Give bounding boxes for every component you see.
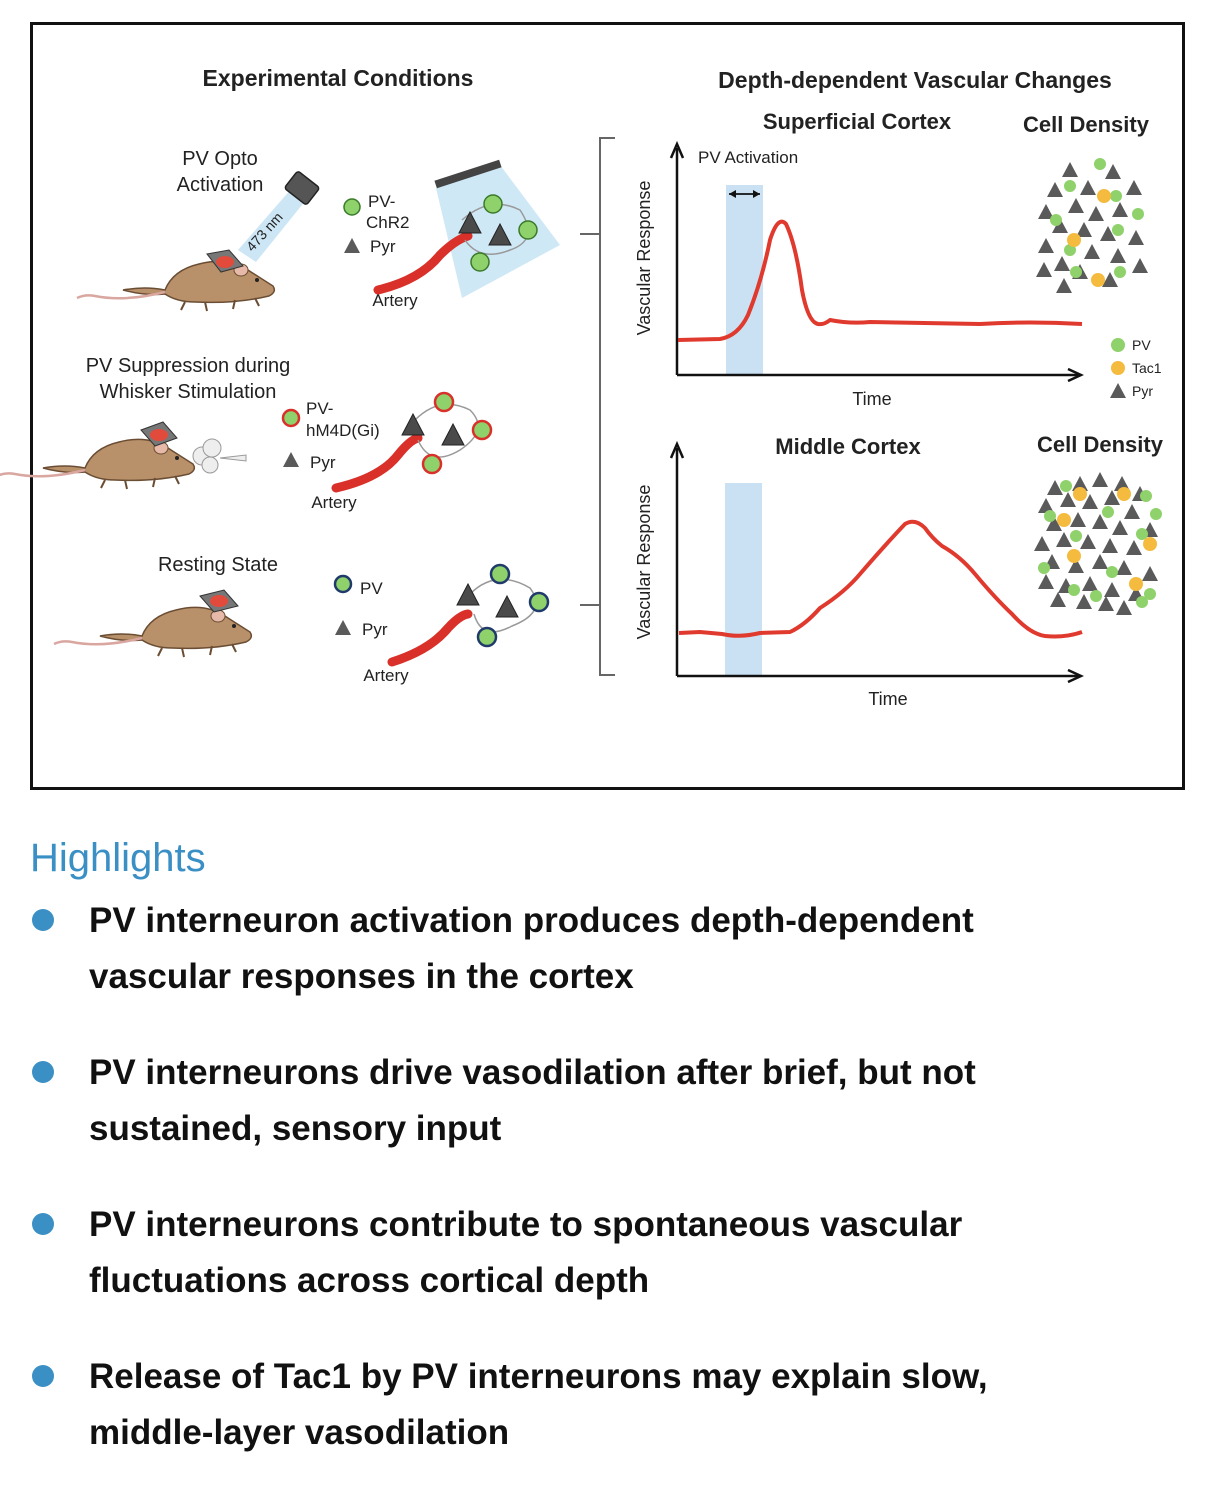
bullet-icon [32,1213,54,1235]
superficial-density-title: Cell Density [1023,112,1150,137]
opto-artery-icon [373,231,473,295]
opto-legend-pyr: Pyr [370,237,396,256]
highlight-line1: PV interneurons contribute to spontaneou… [89,1205,963,1244]
left-header: Experimental Conditions [203,65,474,91]
pv-neuron [476,626,498,648]
highlights-title: Highlights [30,836,206,880]
graphical-abstract: Experimental Conditions Depth-dependent … [0,65,1164,709]
pv-neuron [528,591,550,613]
pv-neuron [433,391,455,413]
highlight-line2: sustained, sensory input [89,1109,502,1148]
superficial-density-cluster [1036,158,1148,293]
density-legend-pv-icon [1111,338,1125,352]
middle-xlabel: Time [868,689,907,709]
highlight-line2: fluctuations across cortical depth [89,1261,650,1300]
density-legend-tac1: Tac1 [1132,360,1162,376]
stimulus-window [726,185,763,375]
duration-arrow-icon [729,190,760,198]
resting-title: Resting State [158,554,278,576]
opto-legend-pv-line1: PV- [368,192,395,211]
rest-artery-icon [387,609,473,667]
bullet-icon [32,1365,54,1387]
rest-legend-pyr: Pyr [362,620,388,639]
pv-legend-icon [333,574,353,594]
bracket [599,137,615,676]
highlight-item: PV interneurons drive vasodilation after… [30,1045,1180,1157]
optic-fiber-icon [284,171,320,205]
pyr-legend-icon [283,452,299,467]
highlight-line1: PV interneuron activation produces depth… [89,901,974,940]
pyr-neuron [401,413,425,436]
rest-legend-pv: PV [360,579,383,598]
pv-neuron [483,194,503,214]
mouse-resting-icon [52,589,253,659]
air-puff-icon [192,438,247,474]
bullet-icon [32,909,54,931]
pyr-legend-icon [335,620,351,635]
pv-neuron [471,419,493,441]
middle-response-trace [678,519,1083,639]
superficial-ylabel: Vascular Response [634,181,654,336]
pv-hm4d-legend-icon [281,408,301,428]
bullet-icon [32,1061,54,1083]
pv-neuron [470,252,490,272]
density-legend-pyr: Pyr [1132,383,1153,399]
highlight-item: PV interneurons contribute to spontaneou… [30,1197,1180,1309]
superficial-xlabel: Time [852,389,891,409]
highlights-list: PV interneuron activation produces depth… [30,893,1180,1461]
density-legend-tac1-icon [1111,361,1125,375]
fiber-tip [434,159,502,189]
pv-neuron [518,220,538,240]
pyr-neuron [495,595,519,618]
density-legend-pv: PV [1132,337,1151,353]
pv-neuron [489,563,511,585]
highlight-line2: vascular responses in the cortex [89,957,634,996]
pv-neuron [421,453,443,475]
pyr-neuron [456,583,480,606]
pv-activation-label: PV Activation [698,148,798,167]
supp-legend-pv-line1: PV- [306,399,333,418]
opto-title-line1: PV Opto [182,148,258,170]
middle-density-title: Cell Density [1037,432,1164,457]
pv-chr2-legend-icon [343,198,361,216]
pyr-legend-icon [344,238,360,253]
suppression-title-line2: Whisker Stimulation [100,381,277,403]
highlights-section: Highlights PV interneuron activation pro… [30,836,1180,1501]
supp-artery-label: Artery [311,493,357,512]
mouse-opto-icon [75,249,276,313]
supp-legend-pv-line2: hM4D(Gi) [306,421,380,440]
stimulus-window [725,483,762,675]
opto-artery-label: Artery [372,291,418,310]
supp-artery-icon [331,433,423,493]
pyr-neuron [441,423,465,446]
right-header: Depth-dependent Vascular Changes [718,67,1112,93]
superficial-response-trace [677,219,1083,342]
laser-beam [238,188,306,262]
supp-legend-pyr: Pyr [310,453,336,472]
highlight-item: Release of Tac1 by PV interneurons may e… [30,1349,1180,1461]
opto-title-line2: Activation [177,174,264,196]
density-legend-pyr-icon [1110,383,1126,398]
rest-artery-label: Artery [363,666,409,685]
opto-legend-pv-line2: ChR2 [366,213,409,232]
highlight-line1: PV interneurons drive vasodilation after… [89,1053,976,1092]
highlight-item: PV interneuron activation produces depth… [30,893,1180,1005]
middle-ylabel: Vascular Response [634,485,654,640]
middle-title: Middle Cortex [775,434,921,459]
middle-density-cluster [1034,472,1162,615]
suppression-title-line1: PV Suppression during [86,355,291,377]
figure-frame [30,22,1185,790]
highlight-line1: Release of Tac1 by PV interneurons may e… [89,1357,988,1396]
mouse-suppression-icon [0,421,196,491]
superficial-title: Superficial Cortex [763,109,952,134]
highlight-line2: middle-layer vasodilation [89,1413,510,1452]
